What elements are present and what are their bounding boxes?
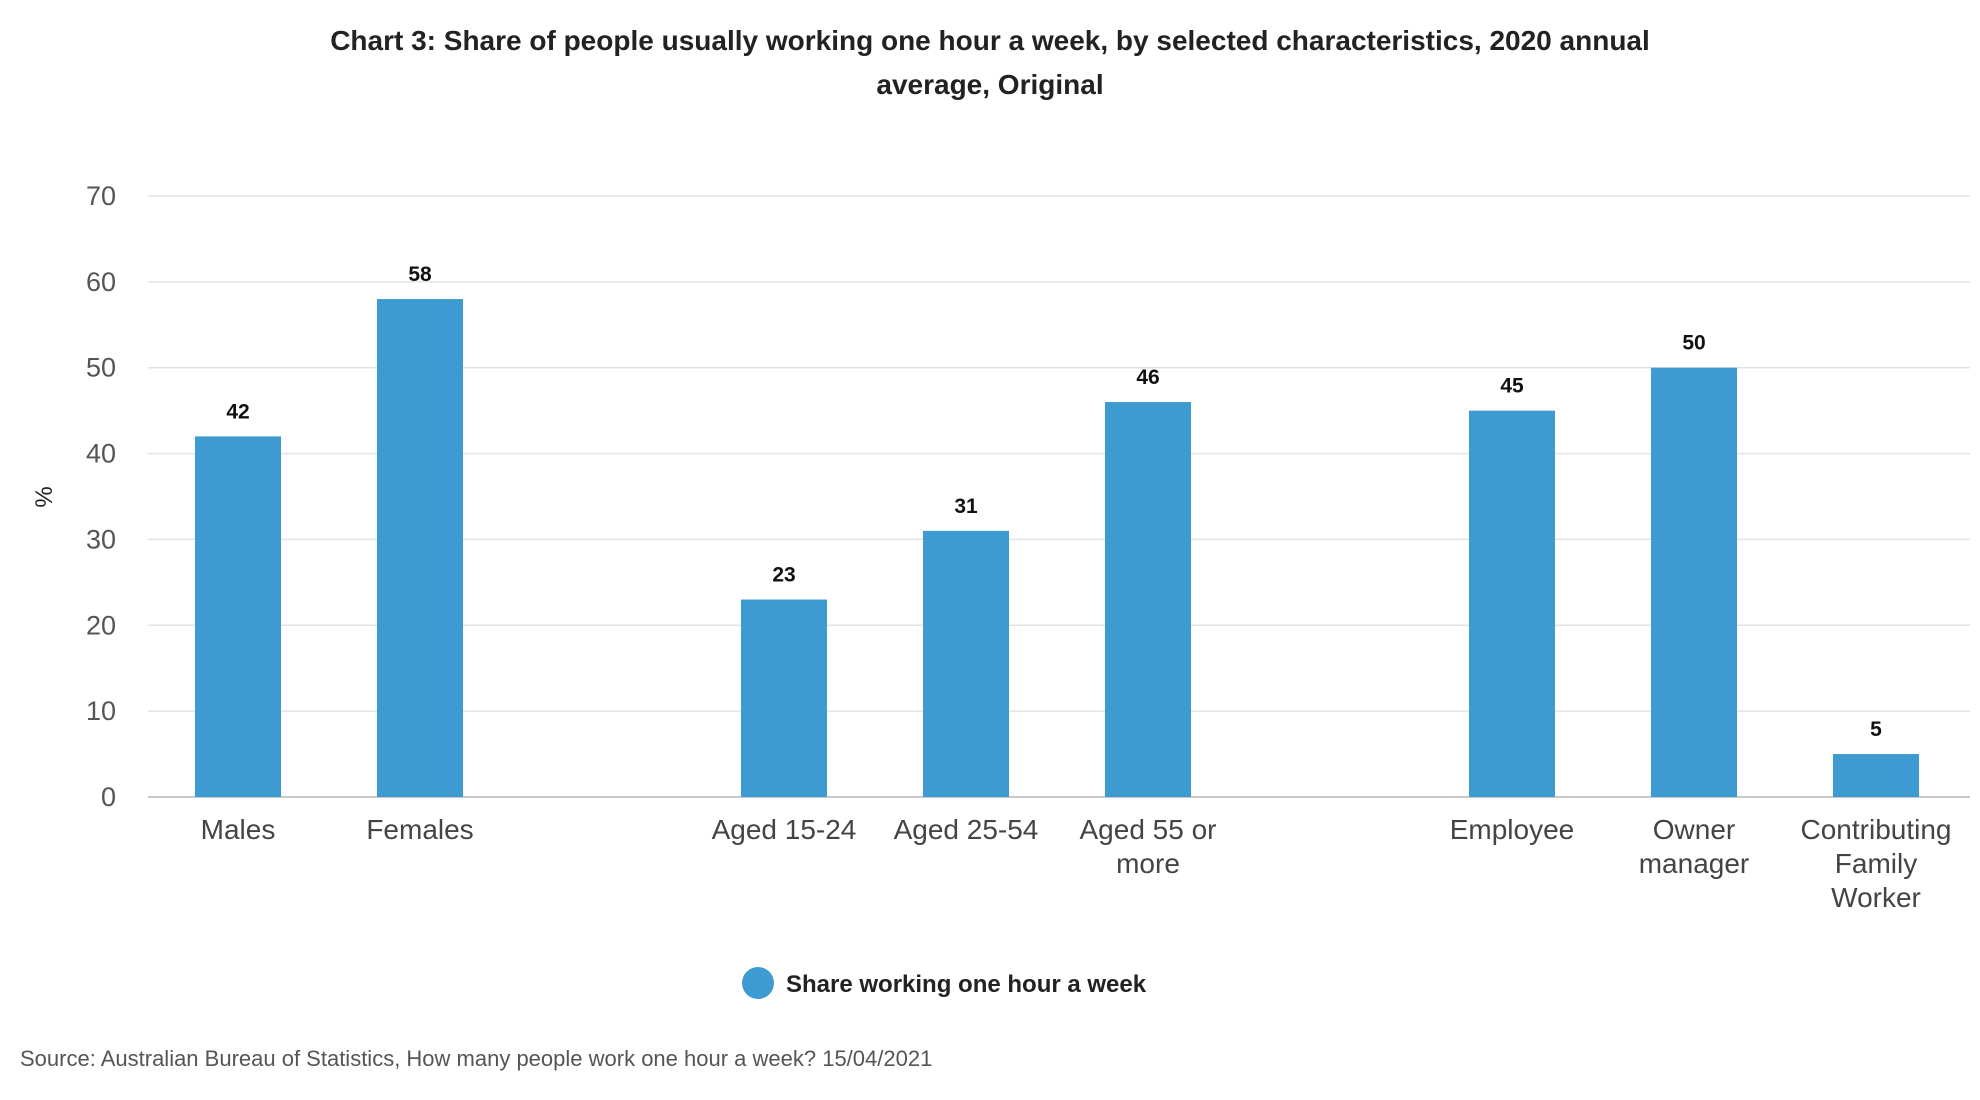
category-label: Owner xyxy=(1653,814,1735,845)
data-label: 58 xyxy=(408,263,432,286)
bar[interactable] xyxy=(1833,754,1919,797)
category-label: Aged 55 or xyxy=(1080,814,1217,845)
chart-title-line: Chart 3: Share of people usually working… xyxy=(330,25,1650,56)
bar[interactable] xyxy=(377,299,463,797)
data-label: 42 xyxy=(226,400,249,423)
y-tick-label: 30 xyxy=(86,524,116,554)
y-tick-label: 50 xyxy=(86,353,116,383)
legend[interactable]: Share working one hour a week xyxy=(742,967,1147,999)
category-labels: Males Females Aged 15-24 Aged 25-54 Aged 55 … xyxy=(201,814,1952,913)
category-label: Aged 15-24 xyxy=(712,814,857,845)
category-label: Contributing xyxy=(1801,814,1952,845)
bars xyxy=(195,299,1919,797)
bar[interactable] xyxy=(1105,402,1191,797)
chart-title-line: average, Original xyxy=(876,69,1103,100)
y-tick-label: 20 xyxy=(86,610,116,640)
y-tick-label: 10 xyxy=(86,696,116,726)
category-label: Family xyxy=(1835,848,1917,879)
category-label: more xyxy=(1116,848,1180,879)
legend-label: Share working one hour a week xyxy=(786,971,1147,998)
bar[interactable] xyxy=(195,436,281,797)
y-tick-label: 60 xyxy=(86,267,116,297)
category-label: Worker xyxy=(1831,882,1921,913)
category-label: Males xyxy=(201,814,276,845)
y-tick-label: 40 xyxy=(86,439,116,469)
category-label: Aged 25-54 xyxy=(894,814,1039,845)
data-label: 50 xyxy=(1682,332,1705,355)
bar[interactable] xyxy=(1651,367,1737,797)
category-label: Females xyxy=(366,814,473,845)
data-label: 45 xyxy=(1500,375,1524,398)
data-label: 5 xyxy=(1870,718,1882,741)
category-label: Employee xyxy=(1450,814,1575,845)
legend-swatch xyxy=(742,967,774,999)
y-axis-label: % xyxy=(31,486,58,507)
y-axis-ticks: 0 10 20 30 40 50 60 70 xyxy=(86,181,116,812)
data-labels: 42 58 23 31 46 45 50 5 xyxy=(226,263,1882,741)
bar[interactable] xyxy=(923,530,1009,797)
chart-title: Chart 3: Share of people usually working… xyxy=(330,25,1650,100)
bar[interactable] xyxy=(741,599,827,797)
y-tick-label: 0 xyxy=(101,782,116,812)
bar[interactable] xyxy=(1469,410,1555,797)
data-label: 31 xyxy=(954,495,978,518)
category-label: manager xyxy=(1639,848,1750,879)
y-tick-label: 70 xyxy=(86,181,116,211)
data-label: 46 xyxy=(1136,366,1159,389)
source-note: Source: Australian Bureau of Statistics,… xyxy=(20,1046,932,1071)
data-label: 23 xyxy=(772,564,795,587)
